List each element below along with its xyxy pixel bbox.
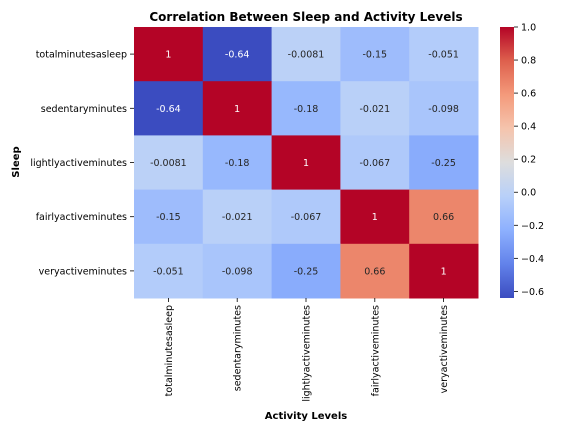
cell-annotation: -0.64 [225,50,250,61]
cell-annotation: -0.067 [359,158,390,169]
cell-annotation: 1 [165,50,171,61]
x-tick-label: totalminutesasleep [164,305,175,396]
colorbar-tick-label: 0.2 [521,155,536,166]
y-axis-label: Sleep [11,146,22,177]
colorbar-tick-label: −0.4 [521,254,544,265]
y-tick-label: lightlyactiveminutes [30,158,127,169]
cell-annotation: 0.66 [433,212,454,223]
cell-annotation: -0.25 [294,266,319,277]
cell-annotation: 1 [372,212,378,223]
y-tick-label: sedentaryminutes [41,104,127,115]
colorbar-tick-label: −0.2 [521,221,544,232]
colorbar-tick-label: 1.0 [521,23,536,34]
colorbar-tick-label: 0.8 [521,56,536,67]
colorbar-tick-label: 0.4 [521,122,536,133]
colorbar-tick-label: 0.6 [521,89,536,100]
colorbar [500,27,514,298]
x-tick-label: fairlyactiveminutes [370,305,381,396]
x-tick-label: sedentaryminutes [233,305,244,391]
cell-annotation: -0.0081 [150,158,187,169]
cell-annotation: 1 [234,104,240,115]
colorbar-tick-label: −0.6 [521,287,544,298]
y-tick-labels: totalminutesasleep sedentaryminutes lightl… [30,50,134,278]
cell-annotation: -0.15 [156,212,181,223]
cell-annotation: -0.0081 [288,50,325,61]
cell-annotation: -0.021 [359,104,390,115]
cell-annotation: 0.66 [364,266,385,277]
cell-annotation: -0.051 [153,266,184,277]
y-tick-label: totalminutesasleep [36,50,127,61]
y-tick-label: veryactiveminutes [39,266,127,277]
y-tick-label: fairlyactiveminutes [36,212,127,223]
x-tick-labels: totalminutesasleep sedentaryminutes lightl… [164,298,450,402]
cell-annotation: -0.067 [291,212,322,223]
cell-annotation: -0.15 [363,50,388,61]
x-tick-label: veryactiveminutes [439,305,450,393]
cell-annotation: 1 [303,158,309,169]
colorbar-tick-label: 0.0 [521,188,536,199]
cell-annotation: -0.18 [225,158,250,169]
chart-title: Correlation Between Sleep and Activity L… [149,10,462,24]
cell-annotation: -0.64 [156,104,181,115]
colorbar-ticks: 1.0 0.8 0.6 0.4 0.2 0.0 −0.2 −0.4 −0.6 [514,23,544,298]
cell-annotation: -0.021 [222,212,253,223]
cell-annotation: -0.098 [428,104,459,115]
x-axis-label: Activity Levels [265,411,347,422]
cell-annotation: -0.25 [431,158,456,169]
cell-annotation: -0.051 [428,50,459,61]
cell-annotation: -0.18 [294,104,319,115]
cell-annotation: -0.098 [222,266,253,277]
x-tick-label: lightlyactiveminutes [302,305,313,402]
cell-annotation: 1 [441,266,447,277]
